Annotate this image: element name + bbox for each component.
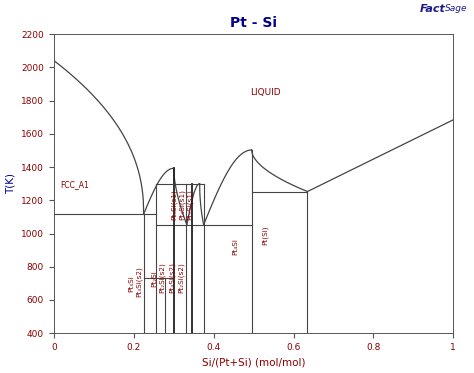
Text: Pt₂Si(s2): Pt₂Si(s2): [158, 263, 165, 293]
Text: FCC_A1: FCC_A1: [60, 180, 89, 189]
Text: Pt₄Si(s2): Pt₄Si(s2): [169, 263, 176, 293]
Text: Pt₄Si: Pt₄Si: [233, 238, 238, 255]
Text: Sage: Sage: [445, 4, 468, 13]
Text: Pt₂Si(s1): Pt₂Si(s1): [186, 189, 193, 220]
Text: Pt₂Si(s2): Pt₂Si(s2): [178, 263, 184, 293]
Text: Pt₄Si(s1): Pt₄Si(s1): [178, 189, 185, 220]
Text: Pt(Si): Pt(Si): [262, 226, 268, 245]
Text: LIQUID: LIQUID: [250, 88, 281, 97]
Y-axis label: T(K): T(K): [6, 173, 16, 194]
Title: Pt - Si: Pt - Si: [230, 16, 277, 30]
Text: Pt₂Si: Pt₂Si: [152, 270, 157, 287]
X-axis label: Si/(Pt+Si) (mol/mol): Si/(Pt+Si) (mol/mol): [202, 357, 305, 367]
Text: Pt₃Si: Pt₃Si: [129, 275, 135, 292]
Text: Pt₃Si(s1): Pt₃Si(s1): [171, 189, 177, 220]
Text: Pt₃Si(s2): Pt₃Si(s2): [136, 266, 142, 297]
Text: Fact: Fact: [419, 4, 445, 15]
